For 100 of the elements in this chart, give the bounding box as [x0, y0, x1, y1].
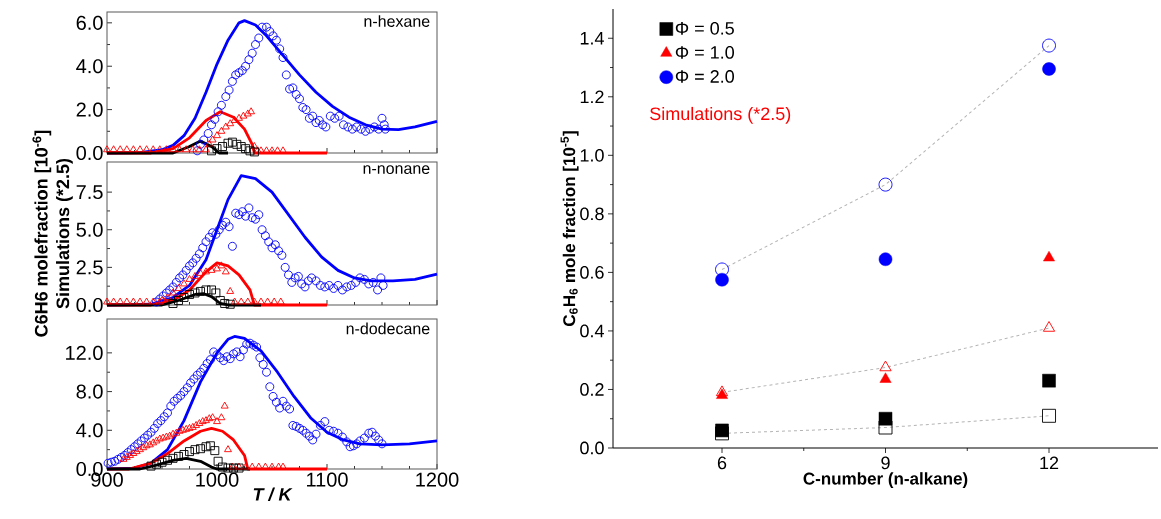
point [230, 297, 239, 305]
x-tick-label: 1200 [416, 472, 459, 487]
point [251, 40, 260, 49]
point [109, 145, 118, 153]
point [122, 145, 131, 153]
y-tick-label: 2.5 [76, 260, 103, 275]
point [213, 107, 223, 117]
point [879, 372, 892, 383]
point [235, 113, 243, 121]
point [203, 129, 213, 138]
point [232, 139, 242, 149]
point [155, 434, 164, 442]
point [878, 252, 893, 266]
point [249, 147, 259, 157]
point [221, 122, 230, 130]
point [243, 297, 252, 305]
y-tick-label: 0.0 [580, 441, 604, 455]
point [185, 447, 194, 457]
y-tick-label: 0.8 [580, 207, 604, 221]
point [103, 145, 111, 153]
point [237, 297, 246, 305]
point [311, 118, 321, 128]
point [339, 120, 348, 130]
point [213, 417, 221, 425]
point [207, 120, 216, 130]
point [878, 420, 893, 435]
point [247, 107, 256, 115]
point [218, 462, 227, 472]
point [182, 145, 191, 153]
point [162, 432, 171, 440]
point [175, 426, 184, 434]
point [334, 111, 344, 121]
y-tick-label: 1.0 [580, 148, 604, 162]
point [202, 145, 210, 153]
point [162, 145, 171, 153]
y-tick-label: 7.5 [76, 185, 103, 200]
point [225, 299, 235, 309]
point [361, 126, 370, 136]
point [220, 401, 229, 409]
point [270, 297, 279, 305]
y-tick-label: 2.0 [76, 102, 103, 117]
point [223, 138, 233, 148]
point [205, 414, 214, 422]
point [196, 139, 205, 149]
point [263, 297, 272, 305]
point [1043, 251, 1055, 262]
point [239, 111, 248, 119]
point [174, 296, 183, 305]
point [174, 283, 183, 291]
point [220, 299, 230, 308]
point [347, 124, 357, 134]
point [276, 297, 285, 305]
point [142, 297, 151, 305]
y-tick-label: 8.0 [76, 384, 103, 399]
x-tick-label: 6 [717, 456, 727, 470]
point [878, 177, 893, 192]
point [129, 297, 138, 305]
point [308, 111, 318, 121]
point [715, 272, 729, 287]
point [715, 262, 729, 277]
point [191, 271, 199, 279]
point [199, 135, 209, 145]
y-axis-title: C$_{6}$H$_{6}$ mole fraction [10$^{-5}$] [560, 131, 579, 326]
x-axis-title: T / K [253, 487, 293, 501]
point [168, 299, 178, 308]
point [129, 449, 138, 456]
point [213, 264, 221, 272]
x-tick-label: 12 [1040, 456, 1059, 470]
point [142, 145, 151, 153]
point [157, 457, 167, 467]
point [146, 461, 156, 471]
point [257, 22, 267, 32]
point [165, 431, 174, 439]
point [1042, 373, 1056, 388]
point [211, 288, 221, 298]
point [226, 287, 235, 294]
point [169, 145, 177, 153]
point [205, 441, 215, 451]
point [291, 89, 301, 99]
point [190, 445, 200, 455]
point [169, 429, 177, 437]
point [226, 119, 235, 127]
point [213, 131, 221, 139]
point [352, 122, 362, 132]
y-tick-label: 0.0 [76, 145, 103, 161]
point [243, 109, 252, 117]
point [223, 463, 233, 473]
point [155, 145, 164, 153]
point [196, 268, 205, 276]
point [1042, 408, 1056, 423]
point [1042, 321, 1056, 332]
y-tick-label: 6.0 [76, 15, 103, 30]
point [202, 267, 210, 275]
point [254, 33, 264, 43]
point [201, 442, 211, 452]
point [380, 124, 390, 134]
point [304, 113, 314, 123]
legend-label: Φ = 2.0 [675, 70, 734, 83]
point [221, 92, 231, 102]
point [227, 137, 237, 147]
